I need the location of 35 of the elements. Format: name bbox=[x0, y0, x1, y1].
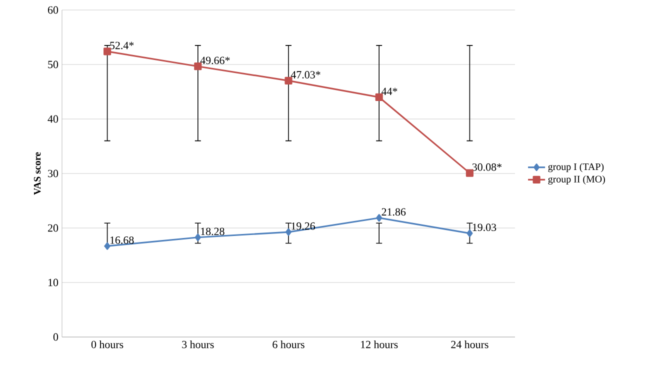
y-tick-label: 20 bbox=[48, 224, 58, 232]
data-label: 19.03 bbox=[472, 224, 496, 232]
x-tick-label: 6 hours bbox=[272, 340, 304, 348]
point bbox=[285, 228, 292, 236]
point bbox=[376, 214, 382, 222]
point bbox=[194, 234, 201, 242]
y-tick-label: 0 bbox=[53, 333, 58, 341]
point bbox=[466, 169, 474, 177]
legend-label: group I (TAP) bbox=[548, 163, 604, 172]
legend-label: group II (MO) bbox=[548, 175, 605, 185]
x-tick-label: 24 hours bbox=[451, 340, 488, 348]
y-axis-title: VAS score bbox=[34, 152, 41, 195]
y-tick-label: 60 bbox=[48, 6, 58, 14]
data-label: 52.4* bbox=[110, 42, 134, 50]
x-tick-label: 0 hours bbox=[91, 340, 124, 348]
point bbox=[284, 76, 292, 84]
y-tick-label: 10 bbox=[48, 278, 58, 286]
data-label: 44* bbox=[382, 88, 398, 96]
point bbox=[466, 229, 473, 238]
data-label: 18.28 bbox=[201, 228, 224, 236]
y-tick-label: 30 bbox=[48, 170, 58, 178]
y-tick-label: 50 bbox=[48, 60, 58, 68]
point bbox=[194, 62, 202, 70]
point bbox=[375, 93, 383, 101]
data-label: 47.03* bbox=[290, 71, 320, 78]
data-label: 30.08* bbox=[472, 163, 502, 171]
x-tick-label: 12 hours bbox=[361, 340, 398, 348]
y-tick-label: 40 bbox=[48, 115, 58, 123]
data-label: 49.66* bbox=[200, 56, 230, 64]
x-tick-label: 3 hours bbox=[182, 340, 214, 348]
point bbox=[104, 48, 112, 56]
data-label: 19.26 bbox=[292, 222, 316, 230]
data-label: 16.68 bbox=[110, 236, 134, 244]
point bbox=[104, 242, 110, 250]
data-label: 21.86 bbox=[382, 208, 406, 216]
